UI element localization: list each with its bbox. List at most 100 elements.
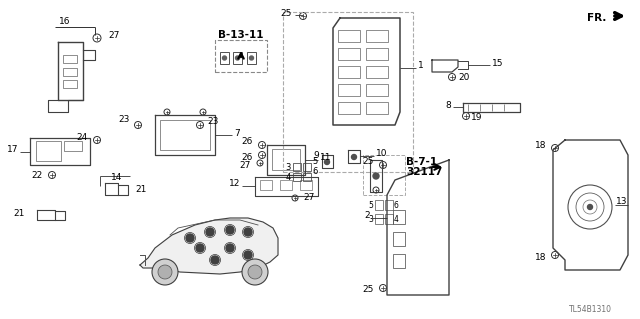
Circle shape [196,244,204,252]
Text: 7: 7 [234,129,240,137]
Bar [338,48,360,60]
Bar [293,163,301,171]
Circle shape [226,244,234,252]
Text: 25: 25 [363,158,374,167]
Bar [36,141,61,161]
Bar [393,210,405,224]
Text: 8: 8 [445,101,451,110]
Circle shape [236,56,239,60]
Bar [293,173,301,181]
Text: 1: 1 [418,62,424,70]
Polygon shape [140,218,278,274]
Circle shape [250,56,253,60]
Text: 27: 27 [239,160,251,169]
Text: 4: 4 [285,174,291,182]
Circle shape [206,228,214,236]
Bar [220,52,229,64]
Circle shape [373,173,379,179]
Text: 13: 13 [616,197,627,206]
Circle shape [248,265,262,279]
Text: 23: 23 [207,117,218,127]
Text: 15: 15 [492,58,504,68]
Bar [366,48,388,60]
Circle shape [211,256,219,264]
Circle shape [324,160,330,165]
Bar [283,12,413,172]
Circle shape [226,226,234,234]
Text: 14: 14 [111,174,123,182]
Text: 27: 27 [303,192,314,202]
Text: 5: 5 [368,201,373,210]
Bar [338,30,360,42]
Text: 21: 21 [13,210,25,219]
Bar [280,180,292,190]
Text: 26: 26 [242,152,253,161]
Circle shape [588,204,593,210]
Text: 17: 17 [6,145,18,154]
Text: 3: 3 [368,214,373,224]
Text: 11: 11 [320,153,332,162]
Bar [63,68,77,76]
Text: 4: 4 [394,214,399,224]
Text: 26: 26 [242,137,253,145]
Circle shape [351,154,356,160]
Text: 21: 21 [135,184,147,194]
Bar [260,180,272,190]
Text: 9: 9 [313,152,319,160]
Text: 6: 6 [312,167,317,176]
Bar [363,155,405,195]
Bar [366,84,388,96]
Text: TL54B1310: TL54B1310 [568,306,611,315]
Circle shape [242,259,268,285]
Bar [393,254,405,268]
Text: 27: 27 [108,32,120,41]
Bar [375,214,383,224]
Text: 20: 20 [458,72,469,81]
Text: B-7-1: B-7-1 [406,157,437,167]
Text: 18: 18 [534,140,546,150]
Bar [215,40,267,72]
Bar [338,66,360,78]
Text: 19: 19 [471,113,483,122]
Bar [272,149,300,170]
Bar [303,163,311,171]
Text: 5: 5 [312,158,317,167]
Text: 16: 16 [60,18,71,26]
Text: FR.: FR. [588,13,607,23]
Bar [393,232,405,246]
Circle shape [186,234,194,242]
Text: 18: 18 [534,253,546,262]
Bar [303,173,311,181]
Text: 12: 12 [228,180,240,189]
Text: 10: 10 [376,150,387,159]
Circle shape [158,265,172,279]
Bar [385,200,393,210]
Bar [338,84,360,96]
Bar [233,52,242,64]
Text: 6: 6 [394,201,399,210]
Bar [63,80,77,88]
Bar [366,66,388,78]
Bar [338,102,360,114]
Circle shape [244,251,252,259]
Bar [160,120,210,150]
Bar [247,52,256,64]
Circle shape [152,259,178,285]
Text: 25: 25 [280,9,292,18]
Text: B-13-11: B-13-11 [218,30,264,40]
Bar [375,200,383,210]
Bar [366,102,388,114]
Text: 24: 24 [77,132,88,142]
Text: 25: 25 [363,286,374,294]
Text: 23: 23 [118,115,130,124]
Bar [64,141,82,151]
Bar [63,55,77,63]
Bar [366,30,388,42]
Circle shape [223,56,227,60]
Bar [385,214,393,224]
Text: 32117: 32117 [406,167,442,177]
Text: 22: 22 [32,170,43,180]
Circle shape [244,228,252,236]
Text: 2: 2 [364,211,370,220]
Text: 3: 3 [285,164,291,173]
